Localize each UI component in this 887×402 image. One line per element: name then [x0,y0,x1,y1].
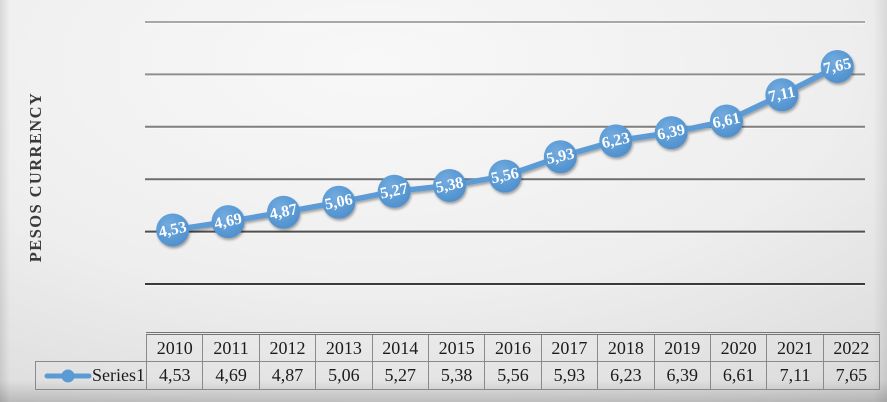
data-point-label: 5,06 [323,191,354,213]
data-table: 2010 2011 2012 2013 2014 2015 2016 2017 2018 2019… [35,332,881,390]
table-year-header: 2016 [484,332,542,362]
table-year-header: 2015 [427,332,486,362]
data-point-label: 4,87 [268,201,299,223]
table-value-cell: 5,38 [427,361,486,390]
table-year-header: 2020 [709,332,768,362]
table-value-cell: 7,11 [766,361,824,390]
table-value-cell: 5,27 [371,361,429,390]
data-point-marker[interactable] [156,213,190,247]
table-corner-blank [36,334,147,362]
series-legend-key-icon [44,369,92,382]
table-value-cell: 7,65 [822,361,881,390]
table-value-cell: 4,53 [145,361,204,390]
table-value-cell: 4,87 [258,361,317,390]
data-point-marker[interactable] [820,50,854,83]
line-chart[interactable]: 4,53 4,69 4,87 5,06 5,27 5,38 5,56 5,93 6,23 6,39… [0,0,887,330]
data-point-label: 4,53 [157,219,188,241]
data-point-marker[interactable] [765,78,799,112]
table-year-header: 2014 [371,332,429,362]
table-year-header: 2022 [822,332,881,362]
series-name-label: Series1 [92,365,145,385]
table-value-cell: 6,39 [653,361,711,390]
table-value-cell: 5,06 [315,361,373,390]
data-point-label: 7,65 [822,55,853,77]
table-header-row: 2010 2011 2012 2013 2014 2015 2016 2017 2018 2019… [36,332,881,362]
table-value-cell: 5,93 [540,361,599,390]
data-point-marker[interactable] [433,169,467,202]
data-point-marker[interactable] [377,174,411,208]
data-point-marker[interactable] [599,124,633,158]
data-point-label: 6,61 [711,110,742,132]
table-value-cell: 6,61 [709,361,768,390]
legend-cell: Series1 [35,361,147,390]
data-point-label: 5,27 [379,180,410,202]
table-year-header: 2021 [766,332,824,362]
data-point-marker[interactable] [710,104,743,138]
table-value-cell: 4,69 [202,361,260,390]
series-group [156,50,854,247]
data-point-label: 4,69 [213,210,244,232]
data-point-label: 6,23 [600,130,631,152]
table-series-row: Series1 4,53 4,69 4,87 5,06 5,27 5,38 5,56 5,93… [35,361,881,390]
table-year-header: 2018 [597,332,655,362]
data-point-marker[interactable] [211,205,245,239]
table-year-header: 2019 [653,332,711,362]
data-point-label: 6,39 [656,121,687,143]
data-point-marker[interactable] [267,195,300,229]
table-year-header: 2013 [315,332,373,362]
data-point-label: 7,11 [767,84,797,106]
data-point-marker[interactable] [543,140,577,174]
data-point-label: 5,56 [490,165,521,187]
table-year-header: 2017 [540,332,599,362]
table-value-cell: 5,56 [484,361,542,390]
data-point-marker[interactable] [654,116,688,150]
table-year-header: 2010 [145,332,204,362]
data-point-marker[interactable] [488,159,522,193]
data-point-marker[interactable] [322,185,356,219]
table-year-header: 2011 [202,332,260,362]
table-year-header: 2012 [258,332,317,362]
table-value-cell: 6,23 [597,361,655,390]
data-point-label: 5,38 [434,174,465,196]
data-point-label: 5,93 [545,145,576,167]
